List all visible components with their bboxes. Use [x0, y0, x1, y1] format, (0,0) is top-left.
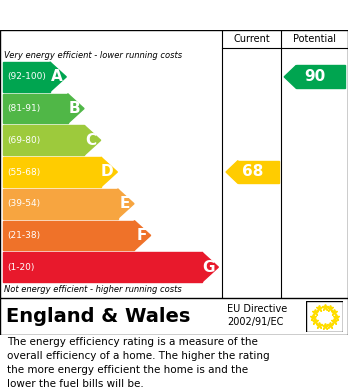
Text: The energy efficiency rating is a measure of the
overall efficiency of a home. T: The energy efficiency rating is a measur… — [7, 337, 270, 389]
Text: Very energy efficient - lower running costs: Very energy efficient - lower running co… — [4, 51, 182, 60]
Polygon shape — [226, 161, 238, 183]
Polygon shape — [101, 157, 117, 187]
Text: G: G — [202, 260, 214, 274]
Bar — [3, 94, 68, 124]
Text: 68: 68 — [242, 165, 263, 179]
Bar — [3, 157, 101, 187]
Bar — [3, 126, 84, 155]
Text: EU Directive
2002/91/EC: EU Directive 2002/91/EC — [227, 304, 287, 327]
Text: Not energy efficient - higher running costs: Not energy efficient - higher running co… — [4, 285, 182, 294]
Bar — [306, 301, 343, 332]
Text: England & Wales: England & Wales — [6, 307, 190, 326]
Polygon shape — [84, 126, 101, 155]
Text: F: F — [136, 228, 147, 243]
Bar — [238, 161, 279, 183]
Polygon shape — [284, 65, 296, 88]
Text: (69-80): (69-80) — [7, 136, 40, 145]
Text: (39-54): (39-54) — [7, 199, 40, 208]
Bar — [3, 189, 118, 219]
Bar — [3, 221, 134, 250]
Text: B: B — [69, 101, 80, 116]
Polygon shape — [202, 252, 218, 282]
Text: Energy Efficiency Rating: Energy Efficiency Rating — [54, 6, 294, 24]
Bar — [3, 252, 202, 282]
Bar — [296, 65, 345, 88]
Polygon shape — [50, 62, 66, 92]
Text: (92-100): (92-100) — [7, 72, 46, 81]
Text: 90: 90 — [304, 69, 325, 84]
Bar — [3, 62, 50, 92]
Text: A: A — [50, 69, 62, 84]
Text: Potential: Potential — [293, 34, 336, 44]
Text: (21-38): (21-38) — [7, 231, 40, 240]
Polygon shape — [134, 221, 151, 250]
Text: (81-91): (81-91) — [7, 104, 40, 113]
Text: E: E — [120, 196, 130, 211]
Polygon shape — [68, 94, 84, 124]
Text: (1-20): (1-20) — [7, 263, 34, 272]
Polygon shape — [118, 189, 134, 219]
Text: Current: Current — [233, 34, 270, 44]
Text: C: C — [86, 133, 97, 148]
Text: (55-68): (55-68) — [7, 167, 40, 176]
Text: D: D — [101, 165, 113, 179]
